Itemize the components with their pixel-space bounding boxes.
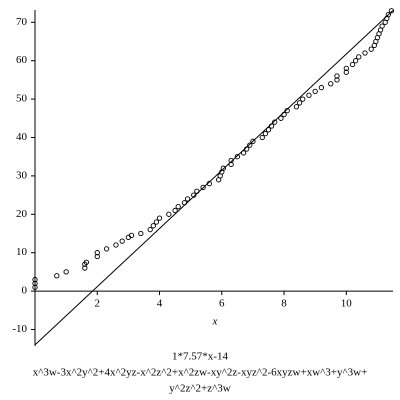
point (388, 8, 395, 14)
point (150, 223, 156, 229)
y-tick-label: 70 (16, 16, 28, 28)
x-axis-label: x (212, 316, 218, 328)
point (278, 115, 284, 121)
point (113, 242, 119, 248)
point (293, 104, 300, 110)
x-tick-label: 6 (219, 298, 225, 310)
point (352, 58, 359, 64)
point (334, 73, 340, 79)
x-tick-label: 2 (95, 298, 101, 310)
x-tick-label: 8 (281, 298, 287, 310)
point (54, 273, 60, 279)
point (356, 54, 362, 60)
point (343, 65, 349, 72)
point (362, 50, 368, 56)
point (281, 111, 287, 118)
y-tick-label: 30 (16, 169, 28, 181)
point (240, 150, 247, 156)
point (312, 88, 318, 95)
caption-line: 1*7.57*x-14 (172, 351, 228, 363)
point (272, 119, 278, 125)
point (32, 284, 38, 290)
point (268, 123, 275, 129)
point (343, 69, 349, 75)
point (32, 280, 38, 287)
point (334, 77, 340, 83)
point (250, 138, 256, 144)
point (94, 250, 100, 256)
point (138, 230, 144, 237)
y-tick-label: -10 (12, 323, 27, 335)
point (147, 226, 153, 233)
point (181, 200, 188, 206)
point (184, 196, 191, 202)
point (318, 84, 325, 91)
point (128, 232, 135, 239)
point (156, 215, 163, 221)
point (206, 180, 212, 187)
point (306, 92, 312, 98)
point (175, 203, 181, 210)
point (228, 157, 234, 164)
point (262, 130, 269, 137)
point (63, 269, 69, 275)
point (172, 207, 178, 214)
caption-line: y^2z^2+z^3w (169, 383, 230, 395)
point (82, 265, 88, 271)
point (265, 127, 272, 133)
point (385, 11, 391, 18)
point (368, 46, 374, 52)
point (247, 142, 253, 148)
point (191, 192, 197, 198)
point (244, 146, 250, 152)
point (259, 134, 265, 141)
y-tick-label: 60 (16, 54, 28, 66)
point (153, 219, 160, 225)
point (103, 246, 110, 252)
x-tick-label: 4 (157, 298, 163, 310)
y-tick-label: 40 (16, 131, 28, 143)
point (328, 81, 334, 87)
y-tick-label: 20 (16, 208, 28, 220)
point (379, 23, 385, 29)
x-tick-label: 10 (341, 298, 353, 310)
point (220, 165, 226, 171)
point (83, 259, 90, 265)
point (300, 96, 306, 102)
point (32, 276, 38, 283)
fit-line (34, 10, 394, 346)
point (166, 211, 172, 217)
point (94, 253, 100, 260)
point (296, 100, 303, 106)
point (200, 184, 206, 191)
point (194, 188, 200, 194)
point (349, 61, 356, 68)
point (234, 154, 240, 160)
y-tick-label: 10 (16, 246, 28, 258)
y-tick-label: 50 (16, 93, 28, 105)
point (228, 161, 234, 168)
y-tick-label: 0 (22, 285, 28, 297)
caption-line: x^3w-3x^2y^2+4x^2yz-x^2z^2+x^2zw-xy^2z-x… (33, 367, 368, 379)
point (119, 238, 125, 244)
point (284, 107, 290, 114)
